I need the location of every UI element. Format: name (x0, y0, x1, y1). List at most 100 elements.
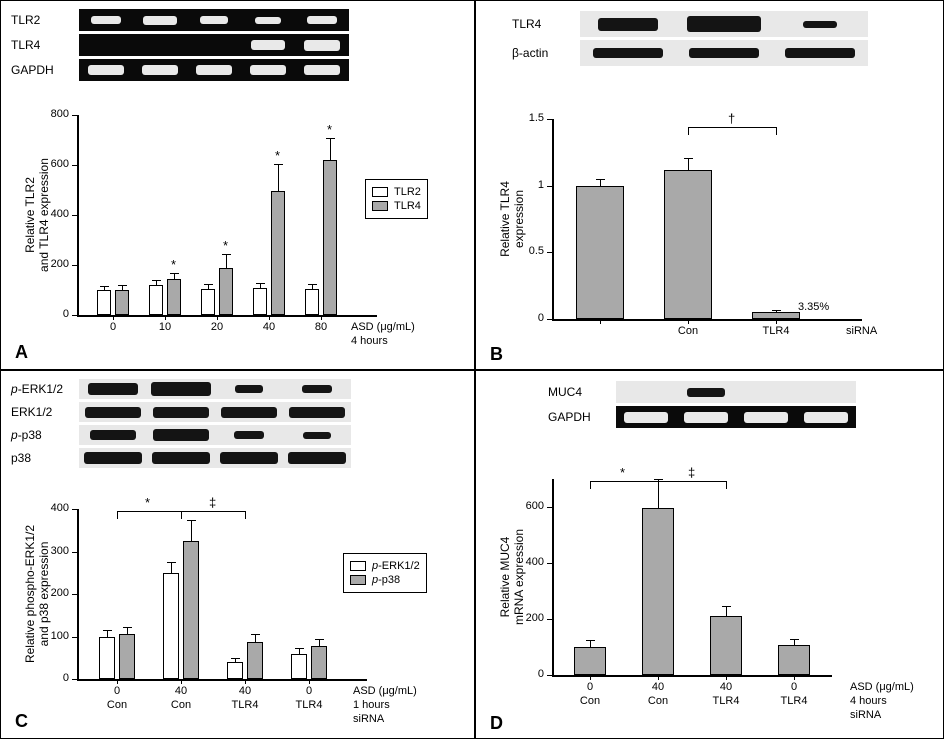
gel-band (88, 65, 124, 75)
panel-a: TLR2TLR4GAPDH 0200400600800Relative TLR2… (0, 0, 475, 370)
significance-marker: * (145, 495, 150, 510)
gel-band (153, 407, 209, 418)
significance-marker: † (728, 111, 735, 126)
gel-band (153, 429, 209, 441)
gel-strip (580, 40, 868, 66)
bar (305, 289, 319, 315)
panel-d-letter: D (490, 713, 503, 734)
x-tick-label: 40 (175, 685, 187, 697)
gel-strip (79, 448, 351, 468)
bar (664, 170, 712, 319)
gel-lane (295, 59, 349, 81)
x-tick-label: 0 (110, 321, 116, 333)
blot-label: GAPDH (11, 64, 73, 76)
bar (253, 288, 267, 316)
gel-lane (79, 402, 147, 422)
gel-lane (147, 402, 215, 422)
panel-b-blots: TLR4β-actin (512, 11, 935, 66)
legend-label: p-ERK1/2 (372, 560, 420, 572)
gel-lane (736, 381, 796, 403)
gel-strip (79, 59, 349, 81)
gel-lane (79, 425, 147, 445)
gel-band (84, 452, 142, 464)
panel-a-letter: A (15, 342, 28, 363)
gel-lane (215, 448, 283, 468)
gel-band (152, 452, 210, 464)
bar (247, 642, 263, 679)
gel-lane (241, 9, 295, 31)
gel-lane (283, 425, 351, 445)
gel-band (689, 48, 759, 58)
legend-swatch (350, 575, 366, 585)
gel-band (251, 40, 285, 50)
gel-band (234, 431, 264, 439)
gel-band (221, 407, 277, 418)
gel-lane (580, 40, 676, 66)
gel-strip (616, 381, 856, 403)
gel-band (687, 16, 761, 32)
gel-band (143, 16, 177, 25)
blot-label: TLR4 (11, 39, 73, 51)
bar (311, 646, 327, 679)
gel-lane (616, 406, 676, 428)
panel-d-chart: 0200400600Relative MUC4mRNA expression0C… (484, 445, 935, 716)
gel-band (803, 21, 837, 28)
gel-lane (676, 11, 772, 37)
x-tick-label: 40 (652, 681, 664, 693)
gel-lane (283, 448, 351, 468)
blot-label: TLR4 (512, 18, 574, 30)
blot-label: TLR2 (11, 14, 73, 26)
blot-label: p-p38 (11, 429, 73, 441)
gel-lane (147, 379, 215, 399)
gel-lane (147, 425, 215, 445)
gel-band (804, 412, 848, 423)
gel-lane (796, 381, 856, 403)
legend-label: p-p38 (372, 574, 400, 586)
gel-strip (580, 11, 868, 37)
gel-band (744, 412, 788, 423)
legend: TLR2TLR4 (365, 179, 428, 219)
gel-lane (295, 34, 349, 56)
axis-right-label: ASD (μg/mL) (850, 681, 914, 693)
y-axis-label: Relative MUC4mRNA expression (498, 479, 526, 675)
x-tick-label: Con (580, 695, 600, 707)
gel-lane (133, 59, 187, 81)
gel-band (196, 65, 232, 75)
gel-band (302, 385, 332, 393)
bar (574, 647, 606, 675)
bar (710, 616, 742, 675)
bar (291, 654, 307, 679)
significance-marker: ‡ (688, 465, 695, 480)
gel-strip (79, 34, 349, 56)
legend-label: TLR4 (394, 200, 421, 212)
gel-band (91, 16, 121, 24)
gel-band (304, 40, 340, 51)
gel-lane (736, 406, 796, 428)
panel-d-blots: MUC4GAPDH (548, 381, 935, 428)
x-tick-label: 80 (315, 321, 327, 333)
blot-label: p38 (11, 452, 73, 464)
gel-lane (133, 9, 187, 31)
panel-a-blots: TLR2 TLR4 GAPDH (11, 9, 466, 81)
gel-lane (580, 11, 676, 37)
gel-band (598, 18, 658, 31)
gel-strip (79, 9, 349, 31)
gel-band (304, 65, 340, 75)
gel-band (235, 385, 263, 393)
x-tick-label: TLR4 (296, 699, 323, 711)
bar (119, 634, 135, 679)
axis-right-label: siRNA (353, 713, 384, 725)
gel-lane (241, 59, 295, 81)
x-tick-label: TLR4 (232, 699, 259, 711)
figure: TLR2TLR4GAPDH 0200400600800Relative TLR2… (0, 0, 944, 739)
bar (752, 312, 800, 319)
axis-right-label: 1 hours (353, 699, 390, 711)
bar (99, 637, 115, 680)
x-tick-label: Con (678, 325, 698, 337)
x-tick-label: 0 (587, 681, 593, 693)
gel-band (593, 48, 663, 58)
legend-swatch (350, 561, 366, 571)
gel-lane (283, 402, 351, 422)
x-tick-label: 40 (263, 321, 275, 333)
x-tick-label: 40 (239, 685, 251, 697)
